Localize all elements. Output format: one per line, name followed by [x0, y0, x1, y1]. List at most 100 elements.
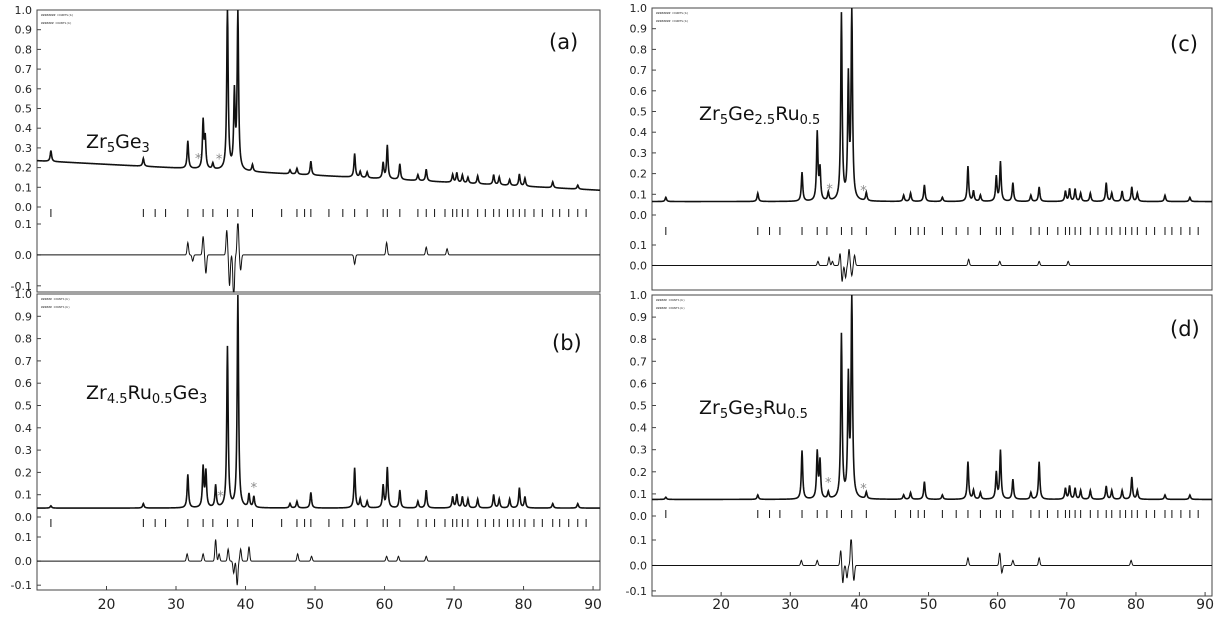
- formula-part: Ru: [775, 103, 799, 125]
- y-tick-label: 0.2: [630, 466, 648, 479]
- xrd-pattern: [651, 7, 1212, 203]
- x-tick-label: 20: [712, 597, 730, 613]
- y-tick-label: 0.9: [15, 310, 33, 323]
- diff-y-tick-label: 0.0: [630, 259, 648, 272]
- y-tick-label: 0.1: [630, 188, 648, 201]
- diff-y-tick-label: -0.1: [11, 280, 32, 293]
- x-tick-label: 40: [237, 597, 255, 613]
- xrd-pattern: [37, 294, 600, 509]
- y-tick-label: 0.1: [630, 488, 648, 501]
- x-tick-label: 90: [584, 597, 602, 613]
- y-tick-label: 0.6: [630, 85, 648, 98]
- y-tick-label: 0.7: [630, 355, 648, 368]
- y-tick-label: 0.7: [15, 355, 33, 368]
- formula-part: Zr: [86, 131, 107, 153]
- impurity-star: *: [217, 489, 224, 504]
- x-tick-label: 50: [920, 597, 938, 613]
- diff-y-tick-label: 0.1: [630, 534, 648, 547]
- y-tick-label: 0.6: [630, 377, 648, 390]
- formula-subscript: 3: [142, 141, 150, 156]
- y-tick-label: 0.9: [630, 311, 648, 324]
- formula-subscript: 5: [720, 113, 728, 128]
- compound-formula: Zr5Ge2.5Ru0.5: [699, 103, 820, 128]
- compound-formula: Zr5Ge3: [86, 131, 150, 156]
- formula-subscript: 5: [720, 407, 728, 422]
- y-tick-label: 0.3: [630, 147, 648, 160]
- impurity-star: *: [860, 184, 867, 199]
- compound-formula: Zr5Ge3Ru0.5: [699, 397, 808, 422]
- formula-subscript: 3: [199, 392, 207, 407]
- panel-label: (c): [1170, 32, 1198, 56]
- y-tick-label: 0.9: [630, 23, 648, 36]
- y-tick-label: 0.0: [630, 510, 648, 523]
- formula-subscript: 2.5: [755, 113, 776, 128]
- panel-a: 1.0 0.9 0.8 0.7 0.6 0.5 0.4 0.3 0.2 0.1 0.0 0.1 0.0 -…: [11, 4, 601, 293]
- panel-label: (a): [549, 30, 578, 54]
- xrd-pattern: [652, 294, 1212, 501]
- impurity-star: *: [195, 152, 202, 167]
- y-tick-label: 0.6: [15, 83, 33, 96]
- panel-label: (d): [1170, 317, 1200, 341]
- panel-frame: [651, 294, 1213, 597]
- y-tick-label: 0.8: [15, 333, 33, 346]
- y-tick-label: 0.2: [15, 162, 33, 175]
- x-tick-label: 60: [989, 597, 1007, 613]
- y-tick-label: 0.8: [15, 43, 33, 56]
- y-tick-label: 0.5: [15, 400, 33, 413]
- x-tick-label: 40: [850, 597, 868, 613]
- y-tick-label: 0.5: [630, 400, 648, 413]
- y-tick-label: 0.7: [630, 64, 648, 77]
- difference-curve: [652, 248, 1212, 282]
- difference-curve: [37, 539, 600, 586]
- x-tick-label: 70: [445, 597, 463, 613]
- formula-part: Ge: [728, 397, 754, 419]
- header-line: ###### COUNTS(b): [41, 305, 70, 309]
- header-line: ###### COUNTS(b): [656, 306, 685, 310]
- panel-d: 1.0 0.9 0.8 0.7 0.6 0.5 0.4 0.3 0.2 0.1 0.0 0.1 0.0 -…: [626, 289, 1214, 613]
- y-tick-label: 0.0: [15, 511, 33, 524]
- diff-y-tick-label: 0.1: [15, 218, 33, 231]
- y-tick-label: 0.1: [15, 489, 33, 502]
- y-tick-label: 0.2: [630, 168, 648, 181]
- formula-subscript: 4.5: [107, 392, 128, 407]
- formula-part: Ge: [173, 382, 199, 404]
- x-tick-label: 30: [781, 597, 799, 613]
- formula-part: Zr: [699, 103, 720, 125]
- diff-y-tick-label: 0.1: [630, 239, 648, 252]
- diff-y-tick-label: 0.1: [15, 531, 33, 544]
- header-line: ######## COUNTS(b): [656, 19, 689, 23]
- y-tick-label: 0.9: [15, 24, 33, 37]
- diff-y-tick-label: -0.1: [11, 579, 32, 592]
- y-tick-label: 1.0: [630, 289, 648, 302]
- y-tick-label: 1.0: [630, 2, 648, 15]
- diff-y-tick-label: -0.1: [626, 585, 647, 598]
- y-tick-label: 0.0: [15, 201, 33, 214]
- y-tick-label: 0.4: [15, 422, 33, 435]
- formula-part: Ge: [728, 103, 754, 125]
- y-tick-label: 0.4: [630, 422, 648, 435]
- difference-curve: [652, 539, 1212, 584]
- y-tick-label: 0.3: [15, 444, 33, 457]
- impurity-star: *: [825, 476, 832, 491]
- y-tick-label: 0.3: [630, 444, 648, 457]
- y-tick-label: 0.4: [15, 122, 33, 135]
- panel-frame: [651, 7, 1213, 291]
- y-tick-label: 1.0: [15, 4, 33, 17]
- formula-part: Ru: [128, 382, 152, 404]
- x-tick-label: 60: [376, 597, 394, 613]
- formula-part: Zr: [699, 397, 720, 419]
- y-tick-label: 0.4: [630, 126, 648, 139]
- panel-frame: [36, 293, 601, 591]
- formula-subscript: 3: [755, 407, 763, 422]
- y-tick-label: 0.7: [15, 63, 33, 76]
- panel-c: 1.0 0.9 0.8 0.7 0.6 0.5 0.4 0.3 0.2 0.1 0.0 0.1 0.0 #…: [630, 2, 1213, 291]
- panel-b: 1.0 0.9 0.8 0.7 0.6 0.5 0.4 0.3 0.2 0.1 0.0 0.1 0.0 -…: [11, 288, 602, 613]
- formula-subscript: 0.5: [152, 392, 173, 407]
- header-line: ####### COUNTS(b): [41, 21, 72, 25]
- formula-subscript: 0.5: [800, 113, 821, 128]
- formula-part: Ge: [115, 131, 141, 153]
- xrd-pattern: [36, 9, 601, 192]
- y-tick-label: 0.3: [15, 142, 33, 155]
- header-line: ###### COUNTS(b): [656, 298, 685, 302]
